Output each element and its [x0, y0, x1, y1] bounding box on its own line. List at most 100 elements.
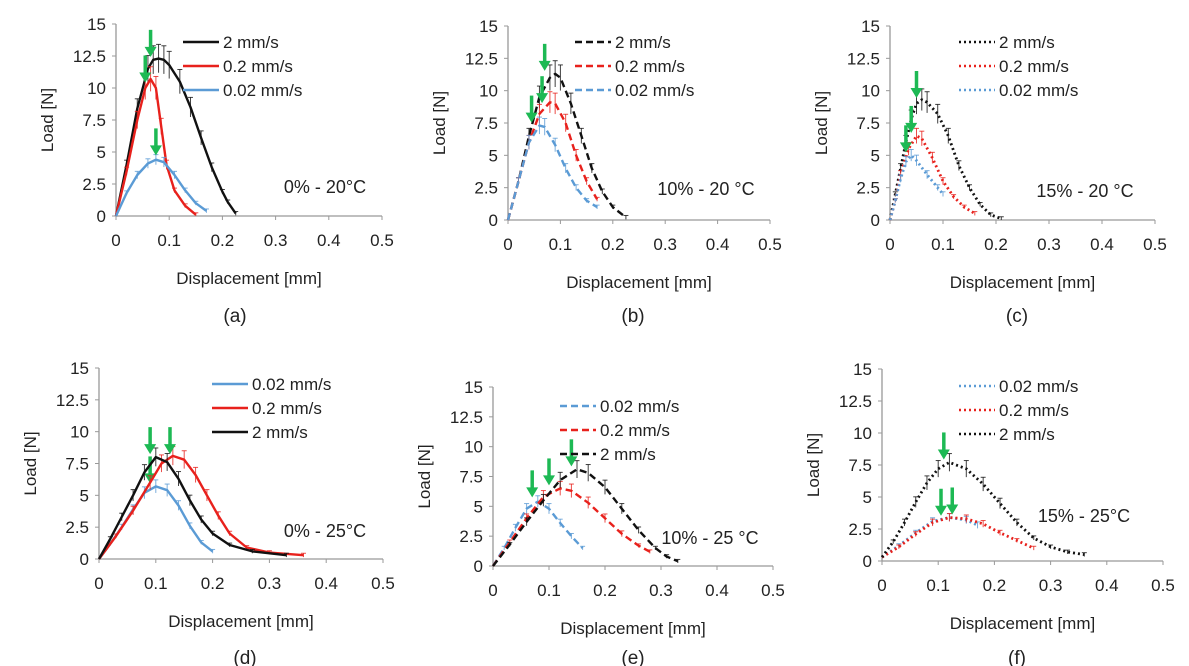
y-tick-label: 0 [80, 550, 89, 569]
peak-arrow-head [525, 112, 538, 123]
y-axis-label: Load [N] [415, 444, 434, 508]
peak-arrow-head [935, 505, 948, 516]
legend-label: 0.2 mm/s [252, 399, 322, 418]
y-axis-label: Load [N] [812, 91, 831, 155]
y-tick-label: 7.5 [856, 114, 880, 133]
x-axis-label: Displacement [mm] [950, 614, 1095, 633]
y-tick-label: 0 [871, 211, 880, 230]
x-tick-label: 0.2 [601, 235, 625, 254]
peak-arrow-head [139, 72, 152, 83]
x-tick-label: 0 [94, 574, 103, 593]
peak-arrow-head [937, 449, 950, 460]
x-tick-label: 0.4 [705, 581, 729, 600]
x-tick-label: 0.5 [1151, 576, 1175, 595]
y-tick-label: 7.5 [459, 468, 483, 487]
legend: 2 mm/s 0.2 mm/s 0.02 mm/s [959, 33, 1078, 100]
x-axis-label: Displacement [mm] [176, 269, 321, 288]
condition-annotation: 0% - 20°C [284, 177, 366, 197]
series-0-02-mm-s [114, 154, 209, 217]
y-tick-label: 10 [861, 82, 880, 101]
series-2-mm-s [114, 43, 239, 217]
y-tick-label: 12.5 [847, 49, 880, 68]
series-line [98, 454, 304, 560]
condition-annotation: 15% - 25°C [1038, 506, 1130, 526]
legend: 0.02 mm/s 0.2 mm/s 2 mm/s [959, 377, 1078, 444]
legend-label: 0.02 mm/s [999, 81, 1078, 100]
x-tick-label: 0 [877, 576, 886, 595]
series-2-mm-s [888, 88, 1004, 221]
y-axis-label: Load [N] [804, 433, 823, 497]
x-tick-label: 0.3 [653, 235, 677, 254]
y-axis-label: Load [N] [21, 431, 40, 495]
legend-label: 0.2 mm/s [999, 401, 1069, 420]
x-tick-label: 0.4 [314, 574, 338, 593]
legend-label: 0.02 mm/s [252, 375, 331, 394]
peak-arrow-head [899, 142, 912, 153]
y-tick-label: 7.5 [474, 114, 498, 133]
x-tick-label: 0.1 [549, 235, 573, 254]
peak-arrow-head [538, 60, 551, 71]
series-line [506, 72, 627, 221]
x-tick-label: 0.1 [144, 574, 168, 593]
legend: 2 mm/s 0.2 mm/s 0.02 mm/s [183, 33, 302, 100]
chart-panel-a: 0 2.5 5 7.5 10 12.5 15 0 0.1 0.2 0.3 0.4 0.5 Displace… [38, 15, 394, 327]
legend: 0.02 mm/s 0.2 mm/s 2 mm/s [212, 375, 331, 442]
y-tick-label: 5 [489, 146, 498, 165]
peak-arrow-head [526, 487, 539, 498]
y-tick-label: 10 [70, 423, 89, 442]
peak-arrow-head [144, 46, 157, 57]
series-line [114, 77, 197, 217]
x-tick-label: 0.5 [761, 581, 785, 600]
series-line [888, 153, 945, 221]
series-line [881, 516, 979, 559]
series-line [492, 468, 679, 567]
series-0-02-mm-s [98, 479, 216, 560]
y-tick-label: 2.5 [82, 175, 106, 194]
y-tick-label: 15 [70, 359, 89, 378]
x-tick-label: 0.3 [1039, 576, 1063, 595]
chart-panel-f: 0 2.5 5 7.5 10 12.5 15 0 0.1 0.2 0.3 0.4 0.5 Displace… [804, 360, 1175, 666]
y-tick-label: 5 [474, 497, 483, 516]
series-0-02-mm-s [491, 495, 586, 567]
y-tick-label: 15 [479, 17, 498, 36]
y-tick-label: 2.5 [459, 527, 483, 546]
y-tick-label: 2.5 [474, 179, 498, 198]
peak-arrow-head [905, 122, 918, 133]
panel-label: (f) [1008, 648, 1026, 666]
x-tick-label: 0.3 [258, 574, 282, 593]
series-line [114, 57, 237, 217]
y-tick-label: 5 [871, 146, 880, 165]
y-tick-label: 15 [87, 15, 106, 34]
series-2-mm-s [97, 447, 289, 560]
x-tick-label: 0.2 [201, 574, 225, 593]
x-tick-label: 0.4 [1090, 235, 1114, 254]
x-tick-label: 0.5 [758, 235, 782, 254]
series-line [888, 98, 1002, 221]
y-tick-label: 15 [853, 360, 872, 379]
series-0-02-mm-s [506, 116, 600, 221]
legend-label: 2 mm/s [615, 33, 671, 52]
y-tick-label: 2.5 [856, 179, 880, 198]
y-tick-label: 0 [863, 552, 872, 571]
y-tick-label: 12.5 [56, 391, 89, 410]
series-line [491, 500, 584, 567]
condition-annotation: 10% - 25 °C [661, 528, 758, 548]
y-tick-label: 12.5 [450, 408, 483, 427]
x-tick-label: 0.3 [649, 581, 673, 600]
x-tick-label: 0.5 [1143, 235, 1167, 254]
chart-panel-e: 0 2.5 5 7.5 10 12.5 15 0 0.1 0.2 0.3 0.4 0.5 Displace… [415, 378, 785, 666]
series-line [888, 134, 976, 221]
x-tick-label: 0.1 [931, 235, 955, 254]
series-line [506, 124, 598, 221]
panel-label: (d) [233, 648, 256, 666]
chart-panel-d: 0 2.5 5 7.5 10 12.5 15 0 0.1 0.2 0.3 0.4 0.5 Displace… [21, 359, 395, 666]
x-tick-label: 0.1 [157, 231, 181, 250]
x-axis-label: Displacement [mm] [168, 612, 313, 631]
x-tick-label: 0 [488, 581, 497, 600]
x-tick-label: 0 [503, 235, 512, 254]
legend-label: 0.02 mm/s [615, 81, 694, 100]
x-tick-label: 0.2 [983, 576, 1007, 595]
panel-label: (b) [621, 306, 644, 327]
chart-panel-c: 0 2.5 5 7.5 10 12.5 15 0 0.1 0.2 0.3 0.4 0.5 Displace… [812, 17, 1167, 327]
